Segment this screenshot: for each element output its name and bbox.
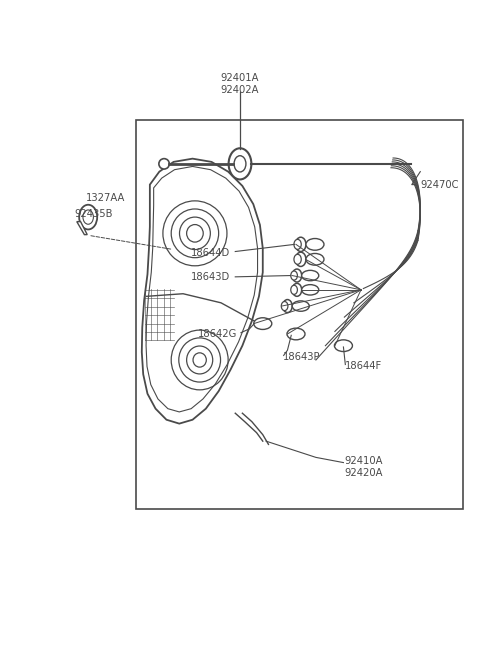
Ellipse shape: [335, 340, 352, 352]
Ellipse shape: [228, 148, 252, 179]
Text: 18644F: 18644F: [344, 362, 382, 371]
Ellipse shape: [296, 237, 306, 252]
Text: 92401A
92402A: 92401A 92402A: [221, 73, 259, 95]
Text: 18642G: 18642G: [198, 329, 238, 339]
Ellipse shape: [294, 254, 301, 265]
Text: 1327AA: 1327AA: [86, 193, 125, 202]
Ellipse shape: [281, 301, 288, 310]
Bar: [136, 120, 463, 510]
Text: 92435B: 92435B: [74, 209, 112, 219]
Ellipse shape: [287, 328, 305, 340]
Polygon shape: [77, 221, 87, 234]
Ellipse shape: [306, 238, 324, 250]
Ellipse shape: [291, 286, 298, 294]
Ellipse shape: [301, 285, 319, 295]
Ellipse shape: [291, 271, 298, 280]
Ellipse shape: [254, 318, 272, 329]
Ellipse shape: [294, 239, 301, 250]
Text: 92410A
92420A: 92410A 92420A: [344, 457, 383, 478]
Text: 18644D: 18644D: [191, 248, 230, 258]
Ellipse shape: [159, 159, 169, 169]
Ellipse shape: [306, 253, 324, 265]
Ellipse shape: [296, 252, 306, 267]
Text: 18643D: 18643D: [191, 272, 230, 282]
Ellipse shape: [292, 269, 301, 282]
Ellipse shape: [301, 271, 319, 281]
Ellipse shape: [292, 284, 301, 296]
Ellipse shape: [283, 299, 292, 312]
Ellipse shape: [292, 301, 309, 311]
Text: 92470C: 92470C: [420, 179, 459, 189]
Text: 18643P: 18643P: [283, 352, 320, 362]
Ellipse shape: [234, 156, 246, 172]
